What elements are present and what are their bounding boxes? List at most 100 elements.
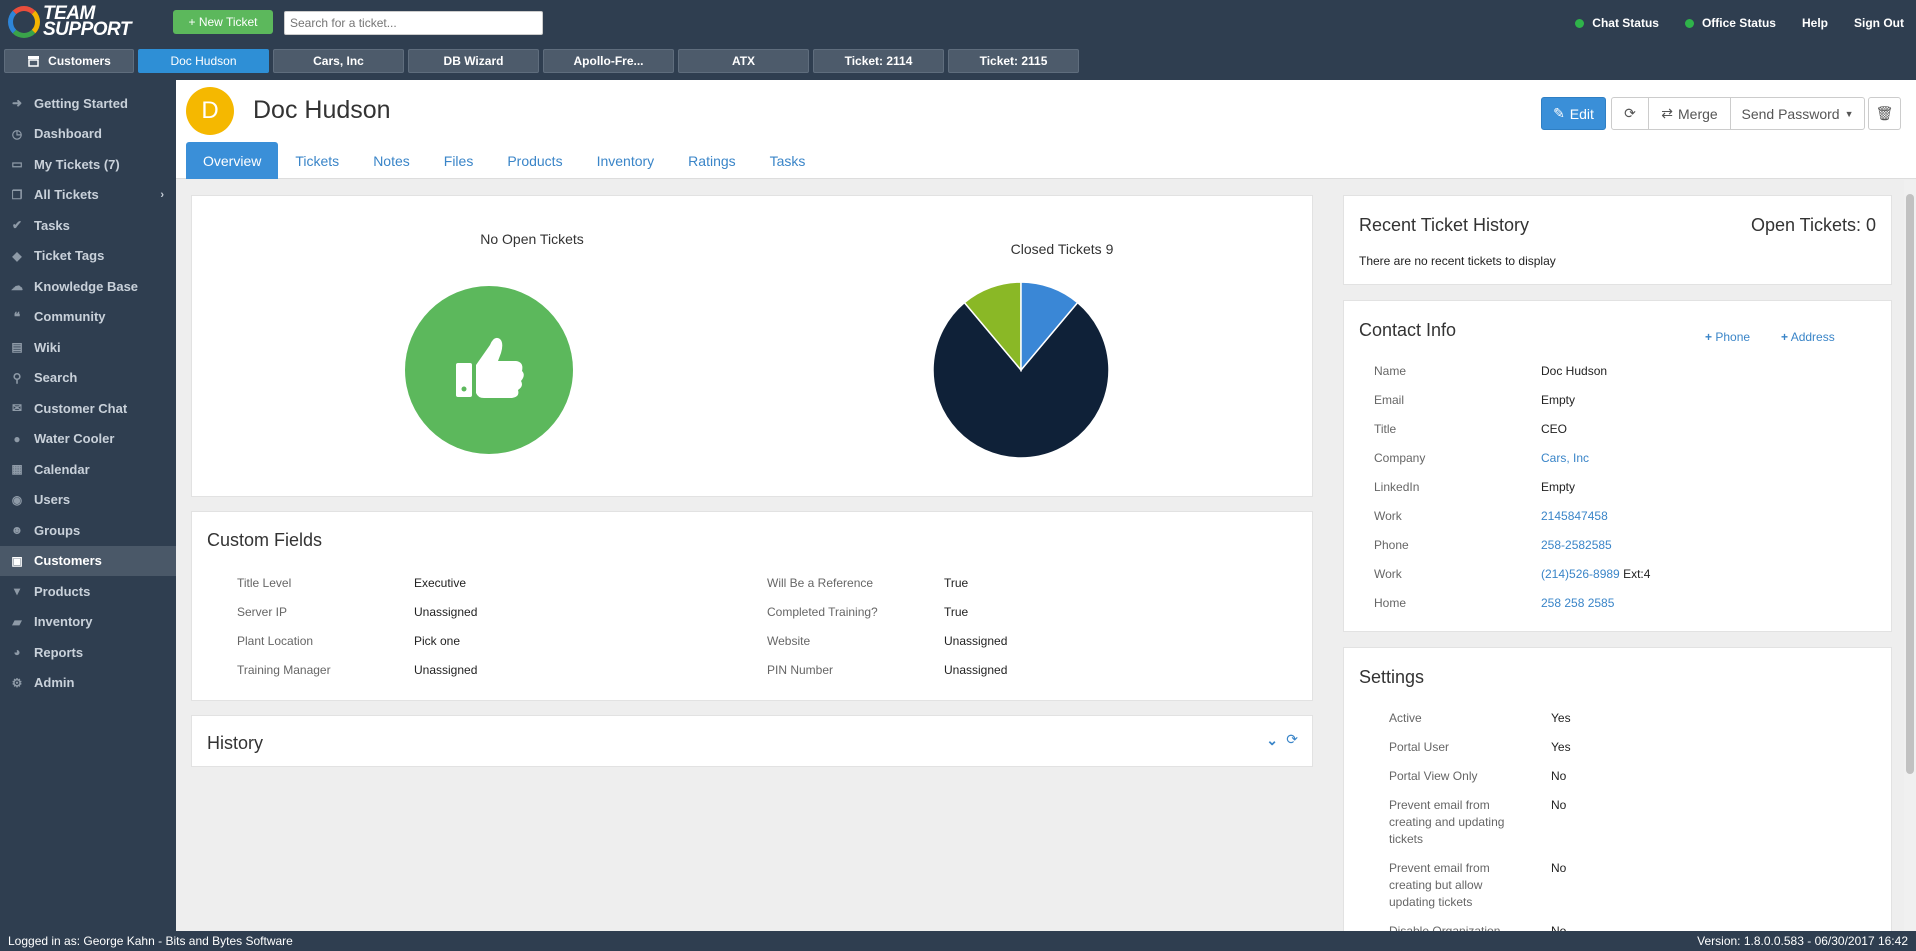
contact-value-company-link[interactable]: Cars, Inc [1541,451,1590,465]
open-tab-cars-inc[interactable]: Cars, Inc [273,49,404,73]
contact-value-work-phone-link[interactable]: 2145847458 [1541,509,1608,523]
sidebar-item-water-cooler[interactable]: ● Water Cooler [0,424,176,455]
chevron-right-icon[interactable]: › [160,188,164,201]
tab-overview[interactable]: Overview [186,142,279,179]
thumbs-up-icon [405,286,573,454]
sign-out-link[interactable]: Sign Out [1854,16,1904,30]
sidebar-item-label: Customers [34,553,102,569]
tab-products[interactable]: Products [507,152,563,169]
setting-value-active[interactable]: Yes [1551,711,1571,725]
cf-value-pin-number[interactable]: Unassigned [944,663,1008,677]
tab-tickets[interactable]: Tickets [295,152,340,169]
edit-button[interactable]: ✎ Edit [1541,97,1606,130]
store-icon [28,56,40,67]
sidebar-item-my-tickets[interactable]: ▭ My Tickets (7) [0,149,176,180]
sidebar-item-inventory[interactable]: ▰ Inventory [0,607,176,638]
sidebar-item-wiki[interactable]: ▤ Wiki [0,332,176,363]
help-link[interactable]: Help [1801,16,1828,30]
top-bar: TEAM SUPPORT + New Ticket Chat Status Of… [0,0,1916,80]
cf-value-training-manager[interactable]: Unassigned [414,663,478,677]
sidebar-item-dashboard[interactable]: ◷ Dashboard [0,119,176,150]
tab-files[interactable]: Files [443,152,474,169]
tab-inventory[interactable]: Inventory [596,152,655,169]
sidebar-item-groups[interactable]: ☻ Groups [0,515,176,546]
contact-value-work-2-link[interactable]: (214)526-8989 [1541,567,1620,581]
customer-header: D Doc Hudson ✎ Edit ⟳ ⇄ Merge Send Passw… [176,80,1916,179]
dashboard-icon: ◷ [11,126,23,141]
open-tab-customers[interactable]: Customers [4,49,134,73]
open-tab-db-wizard[interactable]: DB Wizard [408,49,539,73]
tab-tasks[interactable]: Tasks [769,152,806,169]
pie-slice-0[interactable] [932,301,1110,459]
open-tab-doc-hudson[interactable]: Doc Hudson [138,49,269,73]
merge-button[interactable]: ⇄ Merge [1648,97,1731,130]
sidebar-item-reports[interactable]: ◕ Reports [0,637,176,668]
recent-history-title: Recent Ticket History [1359,215,1530,235]
gear-icon: ⚙ [11,675,23,690]
chevron-down-icon[interactable]: ⌄ [1266,732,1278,748]
open-tab-atx[interactable]: ATX [678,49,809,73]
sidebar-item-ticket-tags[interactable]: ◆ Ticket Tags [0,241,176,272]
history-refresh-icon[interactable]: ⟳ [1286,731,1298,747]
tab-notes[interactable]: Notes [373,152,410,169]
open-tab-ticket-2114[interactable]: Ticket: 2114 [813,49,944,73]
sidebar-item-all-tickets[interactable]: ❐ All Tickets › [0,180,176,211]
user-icon: ◉ [11,492,23,507]
sidebar-item-customer-chat[interactable]: ✉ Customer Chat [0,393,176,424]
office-status-link[interactable]: Office Status [1684,16,1776,30]
contact-value-phone-link[interactable]: 258-2582585 [1541,538,1612,552]
cf-label-training-manager: Training Manager [237,663,331,677]
cf-value-website[interactable]: Unassigned [944,634,1008,648]
history-panel: History ⌄ ⟳ [191,715,1313,767]
add-address-link[interactable]: + Address [1781,330,1835,344]
contact-value-title[interactable]: CEO [1541,422,1568,436]
sidebar-item-label: Tasks [34,217,70,233]
setting-value-prevent-email-create-allow-update[interactable]: No [1551,861,1567,875]
chat-status-link[interactable]: Chat Status [1575,16,1659,30]
sidebar-item-getting-started[interactable]: ➜ Getting Started [0,88,176,119]
add-phone-link[interactable]: + Phone [1705,330,1750,344]
tab-ratings[interactable]: Ratings [688,152,736,169]
sidebar-item-search[interactable]: ⚲ Search [0,363,176,394]
delete-button[interactable]: 🗑 [1868,97,1901,130]
send-password-button[interactable]: Send Password ▼ [1730,97,1865,130]
recent-history-empty-text: There are no recent tickets to display [1359,254,1556,268]
open-tab-apollo[interactable]: Apollo-Fre... [543,49,674,73]
pie-slice-2[interactable] [1020,281,1079,373]
sidebar-item-admin[interactable]: ⚙ Admin [0,668,176,699]
caret-down-icon: ▼ [1844,108,1854,119]
contact-value-name[interactable]: Doc Hudson [1541,364,1608,378]
setting-value-prevent-email-create-update[interactable]: No [1551,798,1567,812]
setting-value-portal-user[interactable]: Yes [1551,740,1571,754]
contact-value-email[interactable]: Empty [1541,393,1576,407]
sidebar-item-users[interactable]: ◉ Users [0,485,176,516]
cf-value-completed-training[interactable]: True [944,605,969,619]
sidebar-item-calendar[interactable]: ▦ Calendar [0,454,176,485]
cart-icon: ▾ [13,584,21,599]
teamsupport-logo[interactable]: TEAM SUPPORT [8,4,150,40]
cf-value-plant-location[interactable]: Pick one [414,634,461,648]
scrollbar-thumb[interactable] [1906,194,1914,774]
ticket-search-input[interactable] [284,11,543,35]
sidebar-item-label: Groups [34,522,81,538]
main-scrollbar[interactable] [1904,180,1916,931]
merge-label: Merge [1678,105,1718,122]
contact-label-linkedin: LinkedIn [1374,480,1420,494]
contact-value-linkedin[interactable]: Empty [1541,480,1576,494]
open-tab-ticket-2115[interactable]: Ticket: 2115 [948,49,1079,73]
cf-value-server-ip[interactable]: Unassigned [414,605,478,619]
refresh-button[interactable]: ⟳ [1611,97,1649,130]
sidebar-item-label: Reports [34,644,84,660]
sidebar-item-tasks[interactable]: ✔ Tasks [0,210,176,241]
sidebar-item-customers[interactable]: ▣ Customers [0,545,176,576]
sidebar-item-products[interactable]: ▾ Products [0,576,176,607]
contact-value-home-link[interactable]: 258 258 2585 [1541,596,1615,610]
pie-icon: ◕ [13,645,21,660]
cf-value-will-be-reference[interactable]: True [944,576,969,590]
setting-value-portal-view-only[interactable]: No [1551,769,1567,783]
sidebar-item-community[interactable]: ❝ Community [0,302,176,333]
contact-label-phone: Phone [1374,538,1409,552]
cf-value-title-level[interactable]: Executive [414,576,467,590]
sidebar-item-knowledge-base[interactable]: ☁ Knowledge Base [0,271,176,302]
new-ticket-button[interactable]: + New Ticket [173,10,273,34]
